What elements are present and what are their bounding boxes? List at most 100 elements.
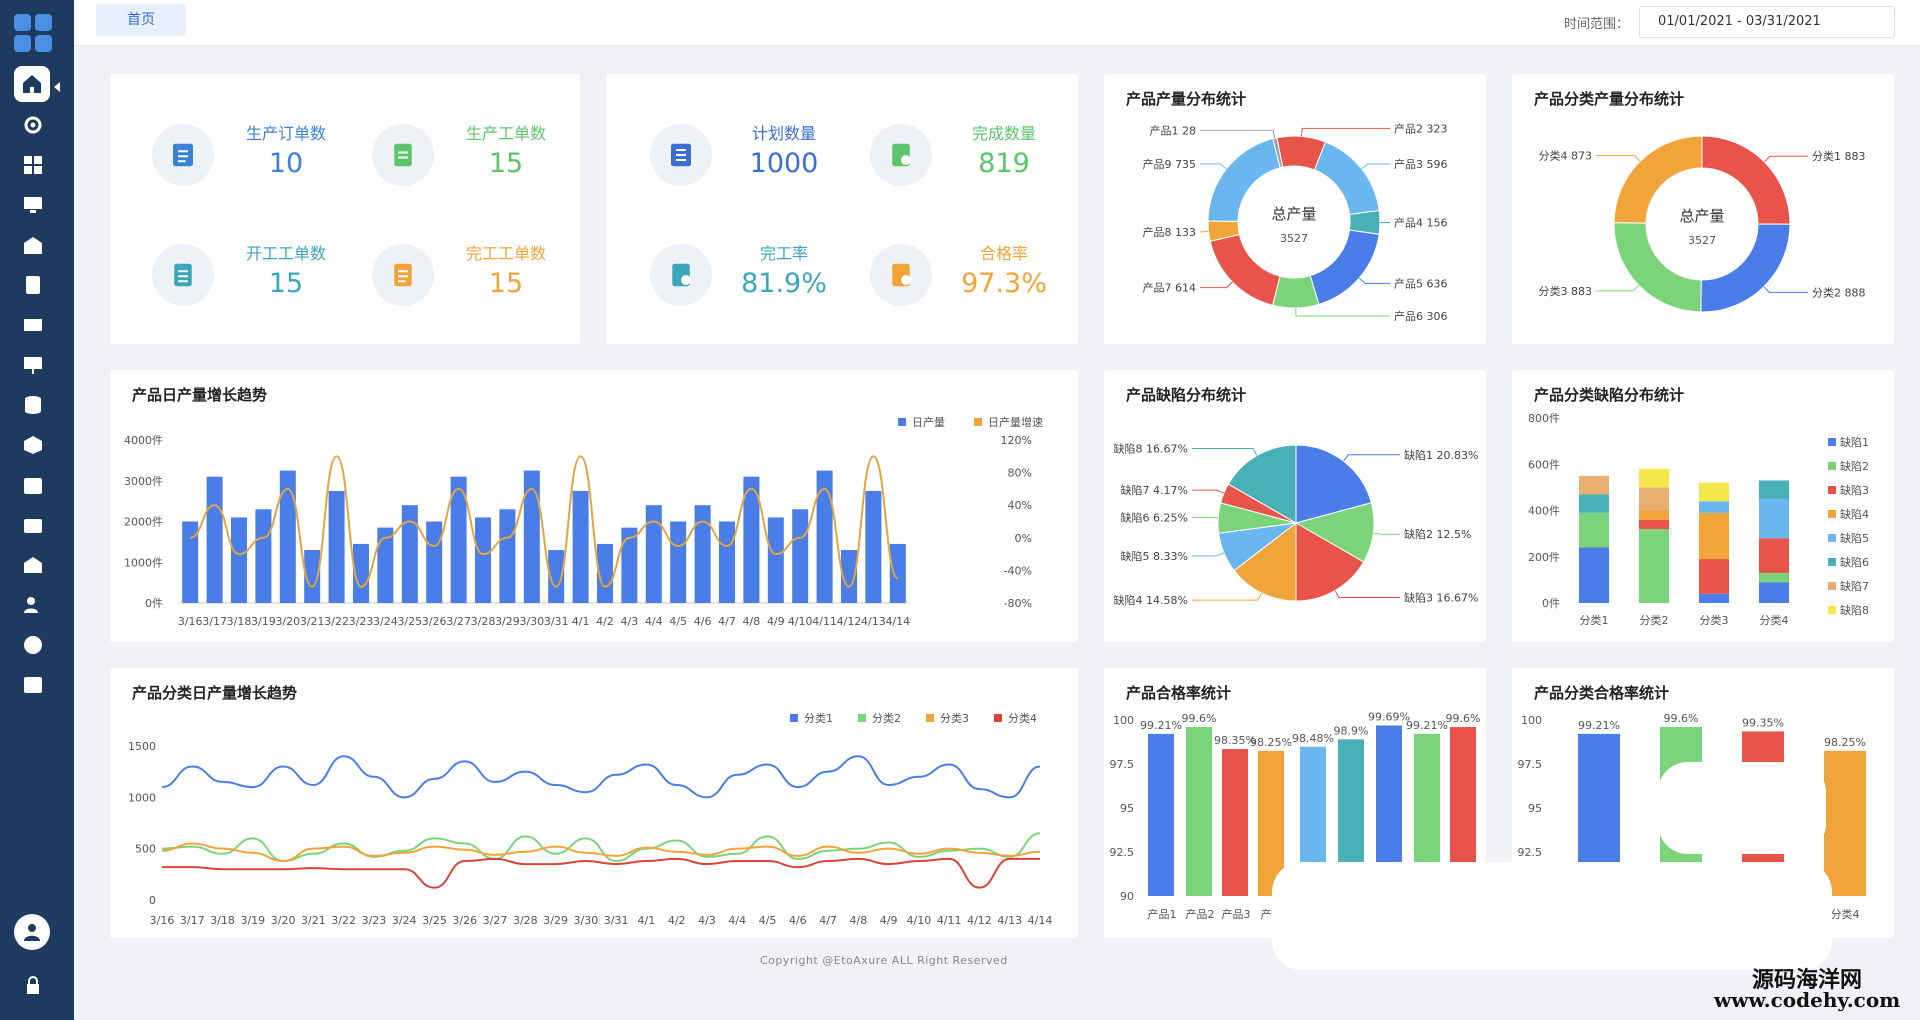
x-tick-label: 3/22 bbox=[331, 914, 356, 927]
legend-label: 分类2 bbox=[872, 711, 901, 725]
pie-slice bbox=[1294, 502, 1375, 563]
card-title: 产品分类缺陷分布统计 bbox=[1534, 386, 1685, 404]
kpi-value: 15 bbox=[488, 268, 524, 299]
plan-icon bbox=[650, 124, 712, 186]
bar bbox=[621, 527, 638, 603]
category-defect-card: 产品分类缺陷分布统计 800件 600件 400件 200件 0件 分类1 分类2 分类3 分类… bbox=[1512, 370, 1894, 642]
quality-icon bbox=[870, 244, 932, 306]
x-tick-label: 3/16 bbox=[178, 615, 203, 628]
data-label: 99.21% bbox=[1578, 719, 1620, 732]
tab-home[interactable]: 首页 bbox=[96, 4, 186, 36]
user-settings-icon[interactable] bbox=[20, 592, 46, 618]
x-tick-label: 3/18 bbox=[227, 615, 252, 628]
x-tick-label: 4/2 bbox=[668, 914, 686, 927]
pie-leader bbox=[1192, 552, 1225, 557]
stacked-bar-segment bbox=[1759, 582, 1789, 603]
stacked-bar-segment bbox=[1639, 529, 1669, 603]
x-tick-label: 3/25 bbox=[397, 615, 422, 628]
x-tick-label: 3/31 bbox=[604, 914, 629, 927]
lock-icon[interactable] bbox=[20, 972, 46, 998]
stacked-bar-segment bbox=[1639, 487, 1669, 511]
y2-tick-label: -40% bbox=[1004, 564, 1032, 577]
pie-label: 缺陷6 6.25% bbox=[1121, 510, 1188, 524]
pie-label: 产品8 133 bbox=[1143, 225, 1197, 239]
y-tick-label: 95 bbox=[1120, 802, 1134, 815]
bar bbox=[206, 476, 223, 603]
pie-leader bbox=[1200, 230, 1209, 233]
truck-icon[interactable] bbox=[20, 312, 46, 338]
x-tick-label: 4/3 bbox=[621, 615, 639, 628]
box-icon[interactable] bbox=[20, 432, 46, 458]
y-tick-label: 95 bbox=[1528, 802, 1542, 815]
data-label: 99.6% bbox=[1446, 712, 1481, 725]
kpi-value: 819 bbox=[978, 148, 1030, 179]
bar bbox=[865, 490, 882, 603]
document-icon[interactable] bbox=[20, 272, 46, 298]
category-output-card: 产品分类产量分布统计 分类1 883 分类2 888 分类3 883 分类4 873 总… bbox=[1512, 74, 1894, 344]
factory-icon[interactable] bbox=[20, 232, 46, 258]
pie-chart-icon[interactable] bbox=[20, 632, 46, 658]
presentation-icon[interactable] bbox=[20, 352, 46, 378]
legend-swatch bbox=[1828, 486, 1836, 494]
x-tick-label: 3/29 bbox=[543, 914, 568, 927]
donut-center-value: 3527 bbox=[1280, 232, 1308, 245]
pie-label: 产品1 28 bbox=[1150, 123, 1197, 137]
monitor-icon[interactable] bbox=[20, 192, 46, 218]
x-tick-label: 3/30 bbox=[519, 615, 544, 628]
legend-label: 缺陷2 bbox=[1840, 459, 1869, 473]
stacked-bar-segment bbox=[1759, 572, 1789, 583]
y-tick-label: 90 bbox=[1120, 890, 1134, 903]
x-tick-label: 3/19 bbox=[240, 914, 265, 927]
gear-icon[interactable] bbox=[20, 112, 46, 138]
bar bbox=[889, 543, 906, 603]
pie-slice bbox=[1313, 141, 1380, 216]
database-icon[interactable] bbox=[20, 392, 46, 418]
y-tick-label: 3000件 bbox=[124, 475, 163, 488]
date-range-input[interactable]: 01/01/2021 - 03/31/2021 bbox=[1639, 6, 1895, 38]
bar bbox=[670, 521, 687, 603]
kpi-value: 81.9% bbox=[741, 268, 827, 299]
pie-label: 分类3 883 bbox=[1539, 284, 1593, 298]
bar bbox=[645, 505, 662, 603]
avatar[interactable] bbox=[14, 914, 50, 950]
x-tick-label: 4/4 bbox=[645, 615, 663, 628]
y2-tick-label: 0% bbox=[1015, 532, 1032, 545]
grid-icon[interactable] bbox=[20, 152, 46, 178]
x-tick-label: 3/20 bbox=[275, 615, 300, 628]
warehouse-icon[interactable] bbox=[20, 552, 46, 578]
x-tick-label: 分类2 bbox=[1640, 613, 1669, 627]
bar bbox=[279, 470, 296, 603]
occlusion-blob bbox=[1272, 862, 1832, 970]
series-line bbox=[161, 832, 1041, 862]
kpi-card-orders: 生产订单数 10 生产工单数 15 开工工单数 15 完工工单数 15 bbox=[110, 74, 580, 344]
inbox-icon[interactable] bbox=[20, 512, 46, 538]
line-chart-icon[interactable] bbox=[20, 672, 46, 698]
data-label: 99.6% bbox=[1182, 712, 1217, 725]
kpi-value: 15 bbox=[268, 268, 304, 299]
x-tick-label: 4/7 bbox=[819, 914, 837, 927]
x-tick-label: 4/7 bbox=[718, 615, 736, 628]
legend-label: 缺陷8 bbox=[1840, 603, 1869, 617]
calendar-icon[interactable] bbox=[20, 472, 46, 498]
pie-leader bbox=[1200, 129, 1276, 139]
y-tick-label: 2000件 bbox=[124, 516, 163, 529]
pie-leader bbox=[1763, 286, 1808, 293]
legend-swatch bbox=[974, 418, 982, 426]
home-icon[interactable] bbox=[14, 66, 50, 102]
x-tick-label: 3/26 bbox=[452, 914, 477, 927]
bar bbox=[841, 550, 857, 603]
x-tick-label: 3/19 bbox=[251, 615, 276, 628]
kpi-completion-rate: 完工率 81.9% bbox=[650, 232, 850, 322]
x-tick-label: 3/16 bbox=[150, 914, 175, 927]
x-tick-label: 4/1 bbox=[638, 914, 656, 927]
x-tick-label: 4/9 bbox=[767, 615, 785, 628]
pie-label: 缺陷7 4.17% bbox=[1121, 483, 1188, 497]
stacked-bar-segment bbox=[1759, 538, 1789, 573]
donut-center-label: 总产量 bbox=[1271, 205, 1316, 223]
series-line bbox=[161, 755, 1041, 799]
pie-slice bbox=[1271, 274, 1320, 309]
x-tick-label: 4/4 bbox=[728, 914, 746, 927]
x-tick-label: 3/22 bbox=[324, 615, 349, 628]
x-tick-label: 4/14 bbox=[885, 615, 910, 628]
kpi-work-orders: 生产工单数 15 bbox=[372, 112, 572, 202]
